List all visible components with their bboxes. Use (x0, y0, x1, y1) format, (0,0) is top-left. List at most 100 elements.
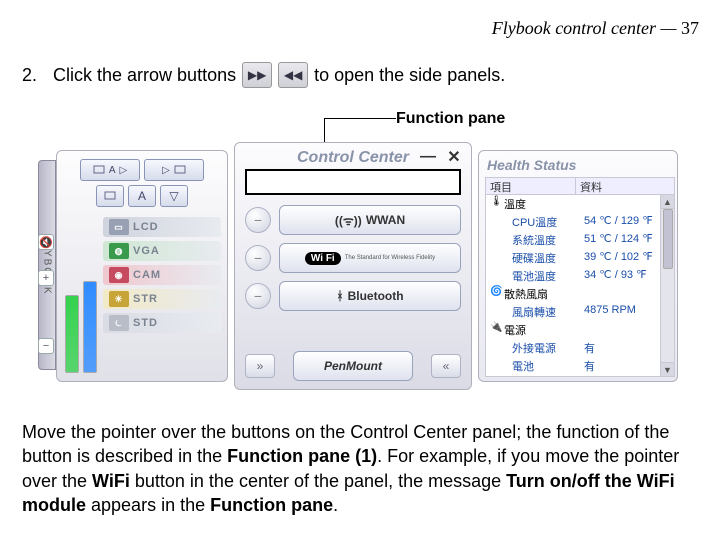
health-status-title: Health Status (487, 157, 675, 173)
col-2: 資料 (576, 178, 606, 194)
expand-right-button[interactable]: « (431, 354, 461, 378)
row-icon (490, 250, 504, 266)
row-key: CPU溫度 (504, 214, 584, 230)
step-text-1: Click the arrow buttons (53, 65, 236, 86)
toggle-button[interactable]: − (245, 283, 271, 309)
level-bar (65, 295, 79, 373)
tri-right-icon: ▷ (119, 165, 127, 176)
health-table: 🌡溫度CPU溫度54 ℃ / 129 ℉系統溫度51 ℃ / 124 ℉硬碟溫度… (485, 195, 675, 377)
rotate-left-button[interactable]: A▷ (80, 159, 140, 181)
wireless-row: −Wi FiThe Standard for Wireless Fidelity (245, 243, 461, 273)
level-bar (83, 281, 97, 373)
row-key: 直流電壓 (504, 376, 584, 377)
row-val: 34 ℃ / 93 ℉ (584, 268, 647, 284)
health-item: 電池溫度34 ℃ / 93 ℉ (486, 267, 660, 285)
arrow-button-right-icon[interactable]: ▶▶ (242, 62, 272, 88)
module-vga-button[interactable]: ◍ VGA (103, 241, 221, 261)
radio-icon: ((ᯤ)) (335, 212, 362, 229)
minus-button[interactable]: − (38, 338, 54, 354)
body-paragraph: Move the pointer over the buttons on the… (22, 420, 701, 517)
step-line: 2. Click the arrow buttons ▶▶ ◀◀ to open… (22, 62, 699, 88)
para-t3: button in the center of the panel, the m… (130, 471, 506, 491)
wireless-label: WWAN (366, 213, 405, 227)
row-key: 電池溫度 (504, 268, 584, 284)
callout-label: Function pane (396, 110, 505, 128)
cam-icon: ◉ (109, 267, 129, 283)
scroll-down-icon[interactable]: ▼ (661, 362, 674, 376)
row-icon: 🌀 (490, 286, 504, 302)
module-label: STD (133, 317, 158, 329)
wwan-button[interactable]: ((ᯤ)) WWAN (279, 205, 461, 235)
toggle-button[interactable]: − (245, 245, 271, 271)
row-icon (490, 376, 504, 377)
row-icon (490, 214, 504, 230)
scroll-thumb[interactable] (663, 209, 673, 269)
health-item: 電池有 (486, 357, 660, 375)
function-pane (245, 169, 461, 195)
row-val: 51 ℃ / 124 ℉ (584, 232, 653, 248)
row-key: 風扇轉速 (504, 304, 584, 320)
row-icon: 🔌 (490, 322, 504, 338)
wifi-sub: The Standard for Wireless Fidelity (345, 255, 435, 261)
row-icon (490, 358, 504, 374)
row-val: 4875 RPM (584, 304, 636, 320)
radio-icon: ᚼ (336, 289, 343, 303)
wireless-row: − ((ᯤ)) WWAN (245, 205, 461, 235)
row-icon: 🌡 (490, 196, 504, 212)
a-button[interactable]: A (128, 185, 156, 207)
health-status-panel: Health Status 項目 資料 🌡溫度CPU溫度54 ℃ / 129 ℉… (478, 150, 678, 382)
col-1: 項目 (486, 178, 576, 194)
vga-icon: ◍ (109, 243, 129, 259)
rotate-right-button[interactable]: ▷ (144, 159, 204, 181)
module-cam-button[interactable]: ◉CAM (103, 265, 221, 285)
para-t4: appears in the (86, 495, 210, 515)
para-b4: Function pane (210, 495, 333, 515)
para-t5: . (333, 495, 338, 515)
module-lcd-button[interactable]: ▭LCD (103, 217, 221, 237)
health-table-header: 項目 資料 (485, 177, 675, 195)
toggle-button[interactable]: − (245, 207, 271, 233)
str-icon: ✳ (109, 291, 129, 307)
module-label: STR (133, 293, 158, 305)
row-icon (490, 340, 504, 356)
mute-button[interactable]: 🔇 (38, 234, 54, 250)
health-item: 直流電壓495.279 V (486, 375, 660, 377)
wi fi-button[interactable]: Wi FiThe Standard for Wireless Fidelity (279, 243, 461, 273)
row-icon (490, 268, 504, 284)
row-key: 硬碟溫度 (504, 250, 584, 266)
kbd-label-b: A (138, 189, 146, 203)
level-bars (65, 281, 97, 373)
health-item: 風扇轉速4875 RPM (486, 303, 660, 321)
row-icon (490, 232, 504, 248)
arrow-button-left-icon[interactable]: ◀◀ (278, 62, 308, 88)
plus-button[interactable]: + (38, 270, 54, 286)
vol-up-button[interactable] (96, 185, 124, 207)
module-str-button[interactable]: ✳ STR (103, 289, 221, 309)
row-val: 39 ℃ / 102 ℉ (584, 250, 653, 266)
page-number: 37 (681, 18, 699, 38)
row-key: 外接電源 (504, 340, 584, 356)
row-key: 電池 (504, 358, 584, 374)
kbd-label-a: A (109, 165, 116, 176)
health-group: 🔌電源 (486, 321, 660, 339)
expand-left-button[interactable]: » (245, 354, 275, 378)
step-text-2: to open the side panels. (314, 65, 505, 86)
module-std-button[interactable]: ⏾STD (103, 313, 221, 333)
scroll-up-icon[interactable]: ▲ (661, 195, 674, 209)
minimize-button[interactable]: — (419, 149, 437, 165)
row-val: 有 (584, 340, 595, 356)
health-item: CPU溫度54 ℃ / 129 ℉ (486, 213, 660, 231)
close-button[interactable]: ✕ (445, 149, 463, 165)
module-list: ▭LCD ◍ VGA ◉CAM ✳ STR ⏾STD (103, 217, 221, 333)
module-label: VGA (133, 245, 160, 257)
penmount-label: PenMount (324, 359, 382, 373)
health-item: 系統溫度51 ℃ / 124 ℉ (486, 231, 660, 249)
penmount-button[interactable]: PenMount (293, 351, 413, 381)
health-group: 🌡溫度 (486, 195, 660, 213)
para-b2: WiFi (92, 471, 130, 491)
left-panel: A▷ ▷ A ▽ ▭LCD◍VGA◉CAM✳STR⏾STD (56, 150, 228, 382)
vol-down-button[interactable]: ▽ (160, 185, 188, 207)
scrollbar[interactable]: ▲ ▼ (660, 195, 674, 376)
para-b1: Function pane (1) (227, 446, 377, 466)
bluetooth-button[interactable]: ᚼBluetooth (279, 281, 461, 311)
